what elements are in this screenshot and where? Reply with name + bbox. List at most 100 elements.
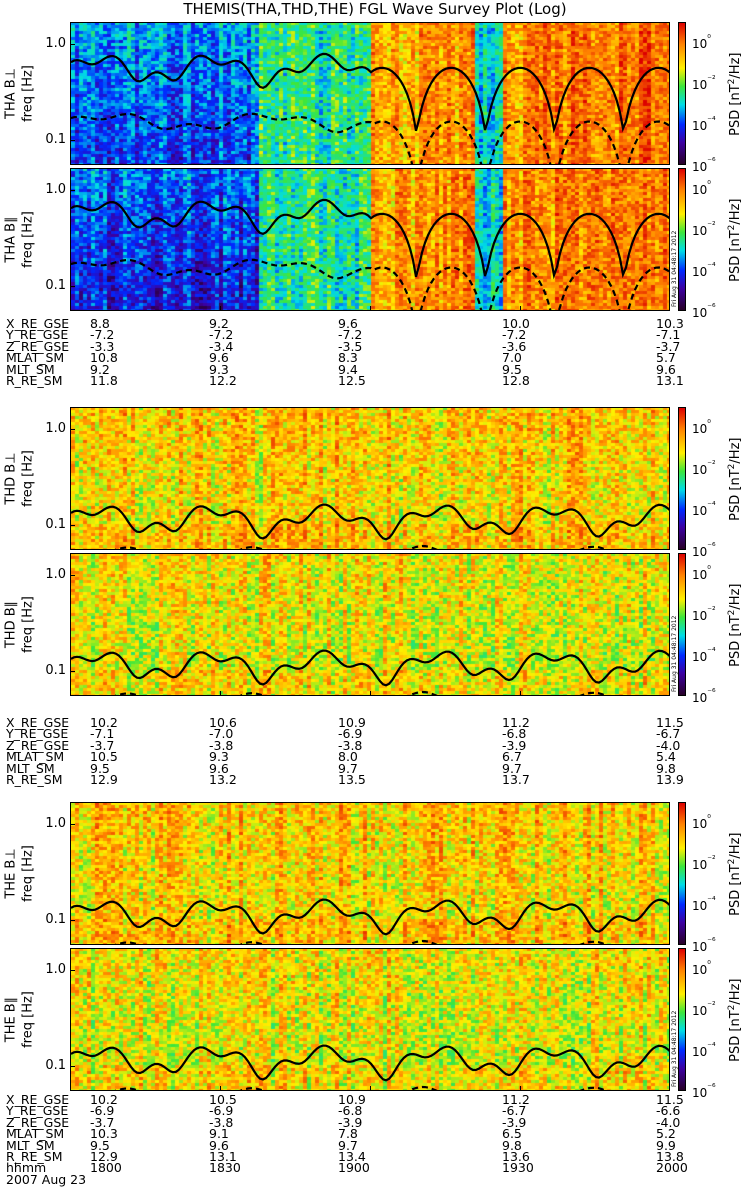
- ephemeris-table-tha: X_RE_GSE 8.8 9.2 9.6 10.0 10.3 Y_RE_GSE -7.2 -7.…: [6, 316, 706, 388]
- ephemeris-row-name: X_RE_GSE: [6, 715, 70, 730]
- spectrogram-panel-tha-bpar: [70, 168, 670, 311]
- spectrogram-thd-bperp: [71, 408, 669, 549]
- ephemeris-value: 7.0: [502, 350, 522, 366]
- ephemeris-row-name: Y_RE_GSE: [6, 327, 69, 343]
- colorbar-tick-label: 10⁻⁴: [692, 647, 716, 665]
- ephemeris-value: 10.5: [209, 1092, 237, 1107]
- ephemeris-row: Z_RE_GSE -3.7 -3.8 -3.8 -3.9 -4.0: [6, 737, 706, 753]
- freq-tick-label: 0.1: [45, 278, 66, 294]
- freq-tick-mark: [70, 970, 75, 972]
- solid-curve-tha-bpar: [71, 198, 669, 280]
- ephemeris-row: Y_RE_GSE -7.1 -7.0 -6.9 -6.8 -6.7: [6, 726, 706, 742]
- ephemeris-value: 9.7: [338, 1137, 358, 1153]
- colorbar-thd-bpar: [678, 553, 686, 696]
- colorbar-tick-label: 10⁻⁴: [692, 262, 716, 280]
- ephemeris-row-name: MLT_SM: [6, 1137, 55, 1153]
- solid-curve-the-bperp: [71, 898, 669, 936]
- ephemeris-value: -3.5: [338, 338, 363, 354]
- curves-thd-bperp: [71, 503, 669, 549]
- ephemeris-value: -6.6: [656, 1103, 681, 1119]
- curves-the-bperp: [71, 898, 669, 944]
- ephemeris-value: 9.3: [209, 749, 229, 765]
- freq-axis-label: freq [Hz]: [20, 595, 36, 653]
- ephemeris-value: -3.6: [502, 338, 527, 354]
- ephemeris-value: 9.6: [656, 361, 676, 377]
- ephemeris-value: 10.9: [338, 715, 366, 730]
- ephemeris-value: 10.5: [90, 749, 118, 765]
- ephemeris-value: 13.5: [338, 771, 366, 787]
- colorbar-tick-label: 10⁻⁴: [692, 1042, 716, 1060]
- colorbar-tick-label: 10⁰: [692, 180, 711, 198]
- ephemeris-value: 12.8: [502, 372, 530, 388]
- freq-tick-label: 1.0: [45, 962, 66, 978]
- ephemeris-value: -6.7: [502, 1103, 527, 1119]
- ephemeris-value: 6.7: [502, 749, 522, 765]
- ephemeris-row-name: MLAT_SM: [6, 350, 65, 366]
- colorbar-tick-label: 10⁻⁴: [692, 501, 716, 519]
- dashed-curve-tha-bpar: [71, 258, 669, 310]
- ephemeris-value: 9.1: [209, 1126, 229, 1142]
- ephemeris-row: MLAT_SM 10.3 9.1 7.8 6.5 5.2: [6, 1126, 706, 1142]
- ephemeris-value: 1900: [338, 1160, 370, 1176]
- panel-label-tha-bpar: THA B∥: [3, 215, 19, 263]
- ephemeris-value: -3.9: [502, 1114, 527, 1130]
- freq-tick-mark: [70, 140, 75, 142]
- freq-tick-mark: [70, 190, 75, 192]
- dashed-curve-the-bperp: [114, 939, 607, 944]
- ephemeris-value: -3.8: [209, 737, 234, 753]
- time-tick-mark: [520, 306, 521, 311]
- ephemeris-row: Z_RE_GSE -3.3 -3.4 -3.5 -3.6 -3.7: [6, 338, 706, 354]
- panel-label-the-bpar: THE B∥: [3, 996, 19, 1042]
- ephemeris-value: 9.6: [209, 350, 229, 366]
- spectrogram-thd-bpar: [71, 554, 669, 695]
- ephemeris-value: -6.8: [502, 726, 527, 742]
- colorbar-tick-label: 10⁻⁴: [692, 896, 716, 914]
- spectrogram-panel-tha-bperp: [70, 22, 670, 165]
- colorbar-the-bpar: [678, 948, 686, 1091]
- ephemeris-value: -7.2: [90, 327, 115, 343]
- time-tick-mark: [220, 691, 221, 696]
- curves-tha-bpar: [71, 198, 669, 310]
- ephemeris-value: 9.7: [338, 760, 358, 776]
- ephemeris-value: -6.9: [209, 1103, 234, 1119]
- colorbar-tha-bpar: [678, 168, 686, 311]
- ephemeris-value: -7.2: [338, 327, 363, 343]
- ephemeris-row-name: MLAT_SM: [6, 749, 65, 765]
- time-tick-mark: [220, 306, 221, 311]
- ephemeris-row-name: Y_RE_GSE: [6, 726, 69, 742]
- time-tick-mark: [70, 1086, 71, 1091]
- ephemeris-value: -3.3: [90, 338, 115, 354]
- ephemeris-value: 13.1: [209, 1148, 237, 1164]
- ephemeris-row-name: Z_RE_GSE: [6, 737, 70, 753]
- freq-tick-mark: [70, 920, 75, 922]
- ephemeris-table-thd: X_RE_GSE 10.2 10.6 10.9 11.2 11.5 Y_RE_GSE -7.1…: [6, 715, 706, 787]
- ephemeris-row: X_RE_GSE 10.2 10.6 10.9 11.2 11.5: [6, 715, 706, 730]
- curves-the-bpar: [71, 1044, 669, 1090]
- freq-tick-label: 1.0: [45, 421, 66, 437]
- ephemeris-value: 9.6: [338, 316, 358, 331]
- freq-axis-label: freq [Hz]: [20, 64, 36, 122]
- time-tick-mark: [70, 691, 71, 696]
- spectrogram-the-bpar: [71, 949, 669, 1090]
- dashed-curve-thd-bperp: [114, 544, 607, 549]
- solid-curve-the-bpar: [71, 1044, 669, 1082]
- ephemeris-row: R_RE_SM 12.9 13.1 13.4 13.6 13.8: [6, 1148, 706, 1164]
- colorbar-label: PSD [nT2/Hz]: [726, 978, 744, 1062]
- ephemeris-value: 10.3: [656, 316, 684, 331]
- ephemeris-value: 9.3: [209, 361, 229, 377]
- ephemeris-value: 10.8: [90, 350, 118, 366]
- ephemeris-value: 9.4: [338, 361, 358, 377]
- spectrogram-panel-thd-bpar: [70, 553, 670, 696]
- ephemeris-row: R_RE_SM 12.9 13.2 13.5 13.7 13.9: [6, 771, 706, 787]
- ephemeris-value: 5.2: [656, 1126, 676, 1142]
- solid-curve-tha-bperp: [71, 52, 669, 134]
- freq-tick-label: 0.1: [45, 912, 66, 928]
- freq-tick-label: 0.1: [45, 1058, 66, 1074]
- ephemeris-row-name: MLAT_SM: [6, 1126, 65, 1142]
- ephemeris-value: 9.7: [502, 760, 522, 776]
- spectrogram-tha-bperp: [71, 23, 669, 164]
- colorbar-tick-label: 10⁰: [692, 814, 711, 832]
- ephemeris-row-name: MLT_SM: [6, 760, 55, 776]
- ephemeris-value: 13.1: [656, 372, 684, 388]
- timestamp-stamp: Fri Aug 31 04:48:17 2012: [671, 615, 678, 692]
